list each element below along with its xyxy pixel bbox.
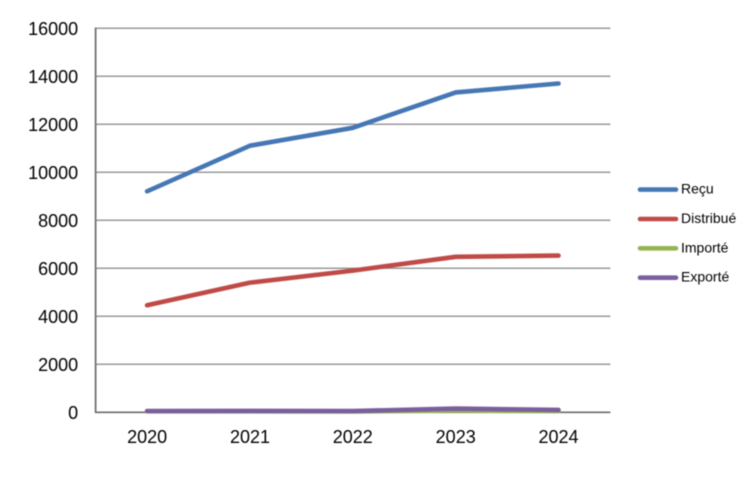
svg-text:2022: 2022 — [333, 427, 373, 447]
svg-text:0: 0 — [68, 403, 78, 423]
svg-text:Importé: Importé — [681, 239, 729, 255]
svg-text:2020: 2020 — [127, 427, 167, 447]
svg-text:12000: 12000 — [28, 115, 78, 135]
svg-text:2024: 2024 — [538, 427, 578, 447]
svg-text:Exporté: Exporté — [681, 269, 729, 285]
svg-text:Reçu: Reçu — [681, 181, 714, 197]
svg-text:16000: 16000 — [28, 19, 78, 39]
svg-text:10000: 10000 — [28, 163, 78, 183]
svg-text:4000: 4000 — [38, 307, 78, 327]
svg-text:2000: 2000 — [38, 355, 78, 375]
svg-text:2021: 2021 — [230, 427, 270, 447]
svg-text:14000: 14000 — [28, 67, 78, 87]
svg-text:2023: 2023 — [436, 427, 476, 447]
svg-text:Distribué: Distribué — [681, 210, 736, 226]
svg-text:6000: 6000 — [38, 259, 78, 279]
svg-text:8000: 8000 — [38, 211, 78, 231]
